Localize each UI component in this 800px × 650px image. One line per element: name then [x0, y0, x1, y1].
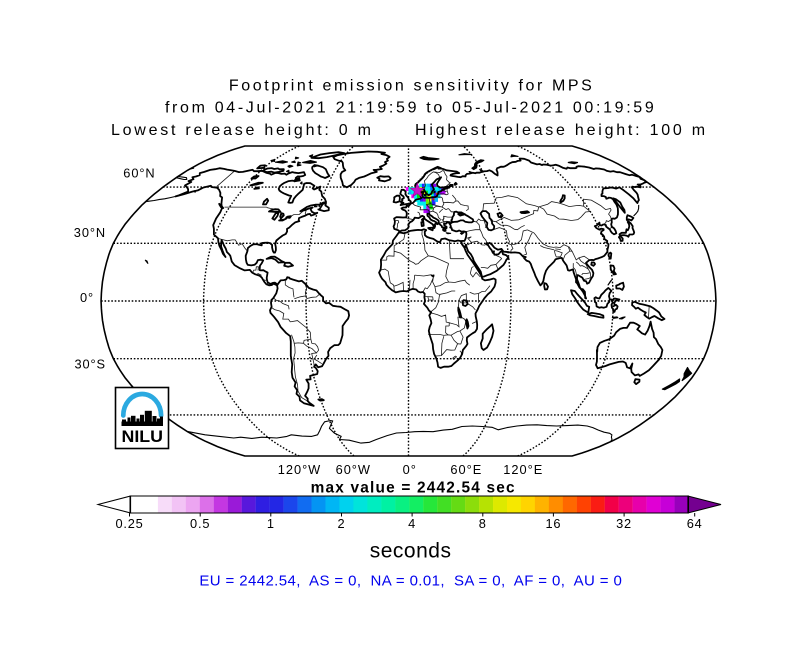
svg-text:30°S: 30°S [75, 356, 107, 371]
svg-text:0.25: 0.25 [115, 516, 143, 531]
svg-text:64: 64 [687, 516, 703, 531]
svg-text:0.5: 0.5 [190, 516, 210, 531]
svg-text:30°N: 30°N [74, 225, 106, 240]
svg-text:Highest release height: 100 m: Highest release height: 100 m [415, 122, 708, 139]
svg-text:Lowest release height: 0 m: Lowest release height: 0 m [111, 122, 374, 139]
svg-text:8: 8 [479, 516, 487, 531]
svg-text:60°N: 60°N [123, 166, 155, 181]
svg-text:1: 1 [267, 516, 275, 531]
svg-text:0°: 0° [80, 290, 94, 305]
svg-text:4: 4 [408, 516, 416, 531]
svg-text:EU = 2442.54, AS = 0, NA = 0: EU = 2442.54, AS = 0, NA = 0.01, SA = 0,… [199, 573, 622, 590]
svg-text:from 04-Jul-2021 21:19:59 to 0: from 04-Jul-2021 21:19:59 to 05-Jul-2021… [165, 99, 656, 116]
svg-text:120°E: 120°E [503, 462, 543, 477]
svg-text:seconds: seconds [370, 539, 452, 562]
svg-text:60°W: 60°W [336, 462, 371, 477]
svg-text:0°: 0° [403, 462, 417, 477]
svg-text:32: 32 [616, 516, 632, 531]
svg-text:max value = 2442.54 sec: max value = 2442.54 sec [311, 480, 516, 497]
svg-text:2: 2 [337, 516, 345, 531]
svg-text:16: 16 [545, 516, 561, 531]
svg-text:NILU: NILU [122, 428, 164, 446]
svg-text:60°E: 60°E [450, 462, 482, 477]
svg-text:Footprint emission sensitivity: Footprint emission sensitivity for MPS [229, 77, 595, 94]
svg-text:120°W: 120°W [278, 462, 322, 477]
